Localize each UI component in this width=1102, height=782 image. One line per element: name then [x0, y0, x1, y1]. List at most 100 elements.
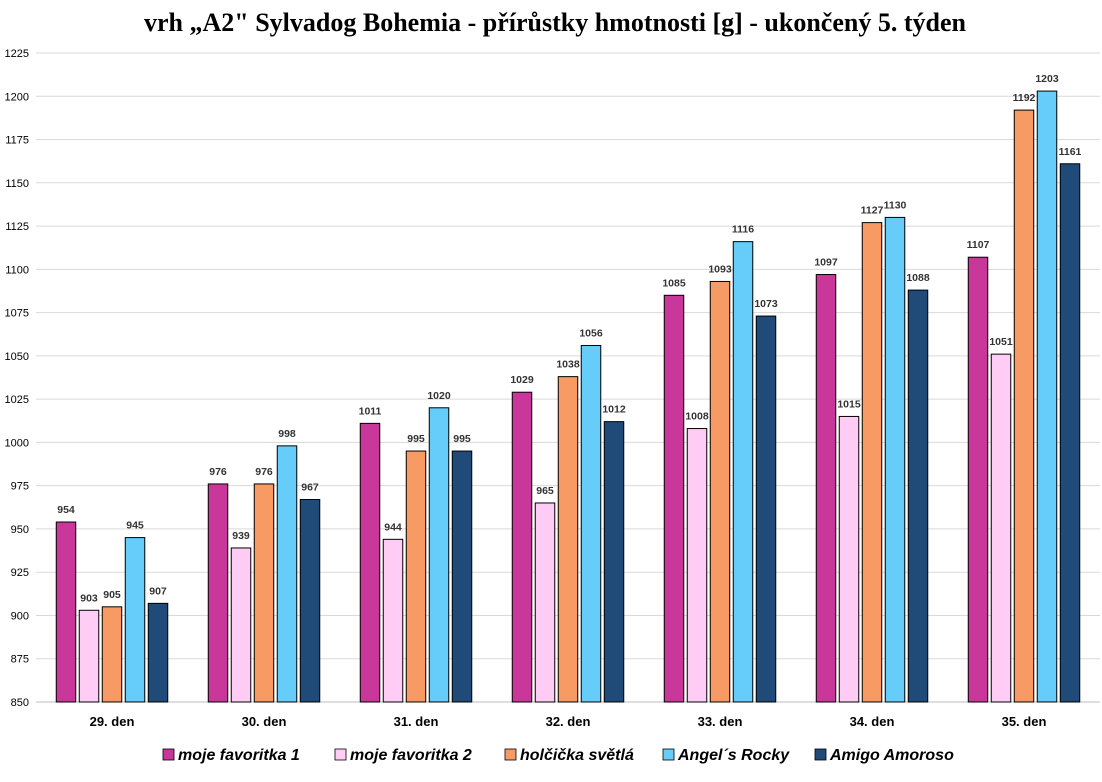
legend-swatch [504, 748, 517, 761]
data-label: 1130 [884, 199, 907, 211]
bar [78, 609, 100, 703]
data-label: 995 [407, 433, 425, 445]
legend-label: holčička světlá [520, 747, 634, 764]
data-label: 1011 [359, 405, 382, 417]
legend-swatch [162, 748, 175, 761]
y-tick-label: 1150 [5, 178, 29, 190]
y-tick-label: 1075 [5, 308, 29, 320]
bar [907, 289, 929, 703]
y-tick-label: 1000 [5, 437, 29, 449]
y-tick-label: 1225 [5, 48, 29, 60]
data-label: 1127 [861, 205, 884, 217]
bar [207, 483, 229, 703]
x-tick-label: 30. den [242, 714, 287, 729]
bar [686, 428, 708, 703]
bar [1013, 109, 1035, 703]
data-label: 1093 [708, 263, 732, 275]
bar [359, 422, 381, 703]
data-label: 1097 [814, 257, 838, 269]
bar [557, 376, 579, 703]
y-tick-label: 1175 [5, 135, 29, 147]
bar [382, 538, 404, 703]
bar [55, 521, 77, 703]
bar [967, 256, 989, 703]
data-label: 1161 [1059, 146, 1082, 158]
bar [101, 606, 123, 703]
bar [732, 241, 754, 703]
data-label: 965 [536, 485, 554, 497]
x-tick-label: 33. den [698, 714, 743, 729]
data-label: 945 [126, 520, 144, 532]
bar [603, 421, 625, 703]
data-label: 905 [103, 589, 121, 601]
bar [253, 483, 275, 703]
legend-label: Angel´s Rocky [677, 747, 790, 764]
bar [815, 274, 837, 703]
data-label: 1051 [989, 336, 1013, 348]
x-axis: 29. den 30. den 31. den 32. den 33. den 34. d… [90, 714, 1047, 729]
bar [511, 391, 533, 703]
data-label: 1020 [427, 390, 451, 402]
legend-label: moje favoritka 1 [178, 747, 300, 764]
legend-swatch [814, 748, 827, 761]
legend: moje favoritka 1 moje favoritka 2 holčička… [162, 747, 954, 764]
data-label: 939 [232, 530, 250, 542]
x-tick-label: 32. den [546, 714, 591, 729]
bar [990, 353, 1012, 703]
data-label: 1056 [579, 327, 603, 339]
bar [663, 294, 685, 703]
bar [1036, 90, 1058, 703]
y-tick-label: 850 [11, 697, 29, 709]
data-label: 954 [57, 504, 75, 516]
y-tick-label: 950 [11, 524, 29, 536]
data-label: 1073 [754, 298, 778, 310]
data-label: 1029 [510, 374, 534, 386]
data-label: 1008 [685, 411, 709, 423]
data-label: 998 [278, 428, 296, 440]
legend-swatch [334, 748, 347, 761]
bar [884, 216, 906, 703]
x-tick-label: 35. den [1002, 714, 1047, 729]
bar [276, 445, 298, 703]
legend-label: moje favoritka 2 [350, 747, 472, 764]
data-label: 976 [209, 466, 227, 478]
y-axis: 850 875 900 925 950 975 1000 1025 1050 1075 1100 11… [5, 48, 29, 709]
bar [534, 502, 556, 703]
y-tick-label: 1050 [5, 351, 29, 363]
data-label: 1015 [837, 398, 861, 410]
data-label: 903 [80, 592, 98, 604]
legend-swatch [662, 748, 675, 761]
data-label: 1107 [967, 239, 990, 251]
y-tick-label: 1025 [5, 394, 29, 406]
bar [755, 315, 777, 703]
bar [580, 344, 602, 703]
bar [838, 415, 860, 703]
y-tick-label: 925 [11, 567, 29, 579]
bar [709, 280, 731, 703]
bar [1059, 163, 1081, 703]
x-tick-label: 31. den [394, 714, 439, 729]
data-label: 1192 [1013, 92, 1036, 104]
legend-label: Amigo Amoroso [829, 747, 954, 764]
y-tick-label: 1200 [5, 91, 29, 103]
data-label: 907 [149, 585, 167, 597]
data-labels: 954 903 905 945 907 976 939 976 998 967 1011 944 995… [57, 73, 1081, 604]
bar [230, 547, 252, 703]
y-tick-label: 1100 [5, 264, 29, 276]
y-tick-label: 875 [11, 654, 29, 666]
data-label: 944 [384, 521, 402, 533]
bar [405, 450, 427, 703]
data-label: 976 [255, 466, 273, 478]
data-label: 995 [453, 433, 471, 445]
data-label: 1116 [732, 224, 754, 236]
bar [428, 407, 450, 703]
data-label: 1012 [602, 404, 626, 416]
data-label: 1085 [662, 277, 686, 289]
bar [124, 537, 146, 703]
bars [55, 90, 1081, 703]
x-tick-label: 29. den [90, 714, 135, 729]
bar [299, 499, 321, 703]
data-label: 1203 [1035, 73, 1059, 85]
chart-title: vrh „A2" Sylvadog Bohemia - přírůstky hm… [144, 8, 966, 37]
